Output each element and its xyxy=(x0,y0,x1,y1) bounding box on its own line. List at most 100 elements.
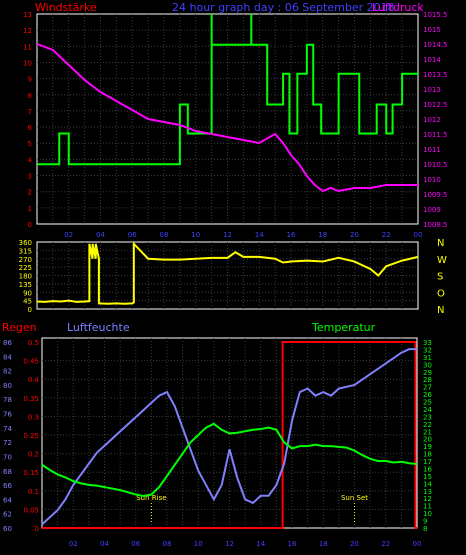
wind-tick-label: 6 xyxy=(28,124,33,132)
temperature-tick-label: 33 xyxy=(423,339,432,347)
wind-tick-label: 1 xyxy=(28,205,32,213)
wind-tick-label: 3 xyxy=(28,173,32,181)
temperature-tick-label: 14 xyxy=(423,480,432,488)
pressure-line xyxy=(36,43,418,193)
humidity-ticks: 60 62 64 66 68 70 72 74 76 78 80 82 84 86 xyxy=(3,339,12,533)
temperature-tick-label: 10 xyxy=(423,510,432,518)
temperature-tick-label: 9 xyxy=(423,518,427,526)
temperature-tick-label: 21 xyxy=(423,428,432,436)
wind-tick-label: 10 xyxy=(23,59,32,67)
rain-ticks: 0 0.05 0.1 0.15 0.2 0.25 0.3 0.35 0.4 0.45 0.5 xyxy=(23,339,39,533)
wind-direction-grid xyxy=(37,242,418,309)
rain-tick-label: 0.35 xyxy=(23,395,39,403)
x-tick-label: 10 xyxy=(191,231,200,239)
sun-annotations: Sun Rise Sun Set xyxy=(136,494,368,524)
humidity-tick-label: 66 xyxy=(3,482,12,490)
direction-tick-label: 315 xyxy=(19,247,32,255)
x-tick-label: 02 xyxy=(64,231,73,239)
humidity-tick-label: 64 xyxy=(3,496,12,504)
rain-tick-label: 0.5 xyxy=(28,339,39,347)
x-tick-label: 00 xyxy=(414,231,423,239)
pressure-tick-label: 1009.5 xyxy=(423,191,448,199)
x-tick-label: 14 xyxy=(255,231,264,239)
temperature-tick-label: 12 xyxy=(423,495,432,503)
rain-tick-label: 0.45 xyxy=(23,358,39,366)
chart-title: 24 hour graph day : 06 September 2018 xyxy=(172,1,395,14)
rain-tick-label: 0.4 xyxy=(28,376,40,384)
temperature-ticks: 8910111213141516171819202122232425262728… xyxy=(423,339,432,533)
pressure-tick-label: 1011 xyxy=(423,146,441,154)
x-tick-label: 08 xyxy=(160,231,169,239)
temperature-tick-label: 16 xyxy=(423,465,432,473)
rain-tick-label: 0.15 xyxy=(23,469,39,477)
pressure-tick-label: 1008.5 xyxy=(423,221,448,229)
wind-axis-label: Windstärke xyxy=(35,1,97,14)
pressure-tick-label: 1013 xyxy=(423,86,441,94)
direction-tick-label: 270 xyxy=(19,256,32,264)
humidity-tick-label: 74 xyxy=(3,425,12,433)
humidity-line xyxy=(41,348,417,526)
humidity-tick-label: 80 xyxy=(3,382,12,390)
pressure-tick-label: 1011.5 xyxy=(423,131,448,139)
temperature-tick-label: 25 xyxy=(423,399,432,407)
wind-tick-label: 0 xyxy=(28,221,32,229)
temperature-tick-label: 13 xyxy=(423,488,432,496)
temperature-tick-label: 26 xyxy=(423,391,432,399)
x-tick-label: 12 xyxy=(225,540,234,548)
temperature-tick-label: 29 xyxy=(423,369,432,377)
pressure-axis-label: Luftdruck xyxy=(372,1,424,14)
pressure-tick-label: 1014.5 xyxy=(423,41,448,49)
sun-label: Sun Set xyxy=(341,494,368,502)
rain-tick-label: 0.2 xyxy=(28,451,39,459)
rain-tick-label: 0 xyxy=(35,525,39,533)
humidity-tick-label: 78 xyxy=(3,396,12,404)
direction-tick-label: 360 xyxy=(19,239,32,247)
direction-tick-label: 180 xyxy=(19,273,32,281)
wind-tick-label: 11 xyxy=(23,43,32,51)
x-tick-label: 14 xyxy=(256,540,265,548)
rain-tick-label: 0.25 xyxy=(23,432,39,440)
x-tick-label: 20 xyxy=(350,231,359,239)
compass-label: O xyxy=(437,288,445,299)
sun-label: Sun Rise xyxy=(136,494,166,502)
temperature-tick-label: 32 xyxy=(423,346,432,354)
humidity-tick-label: 68 xyxy=(3,468,12,476)
temperature-tick-label: 17 xyxy=(423,458,432,466)
wind-tick-label: 4 xyxy=(28,156,33,164)
wind-tick-label: 2 xyxy=(28,189,32,197)
pressure-tick-label: 1009 xyxy=(423,206,441,214)
rain-tick-label: 0.3 xyxy=(28,413,39,421)
wind-tick-label: 7 xyxy=(28,108,32,116)
wind-tick-label: 13 xyxy=(23,11,32,19)
wind-tick-label: 5 xyxy=(28,140,32,148)
x-tick-label: 20 xyxy=(350,540,359,548)
x-ticks-top: 02 04 06 08 10 12 14 16 18 20 22 00 xyxy=(64,231,422,239)
wind-tick-label: 8 xyxy=(28,92,32,100)
direction-tick-label: 135 xyxy=(19,281,32,289)
humidity-axis-label: Luftfeuchte xyxy=(67,321,130,334)
direction-tick-label: 225 xyxy=(19,264,32,272)
humidity-tick-label: 62 xyxy=(3,511,12,519)
temperature-tick-label: 23 xyxy=(423,413,432,421)
direction-tick-label: 90 xyxy=(23,289,32,297)
humidity-tick-label: 70 xyxy=(3,453,12,461)
rain-axis-label: Regen xyxy=(2,321,37,334)
temperature-tick-label: 8 xyxy=(423,525,427,533)
x-tick-label: 10 xyxy=(194,540,203,548)
compass-label: S xyxy=(437,272,443,283)
wind-line xyxy=(37,14,418,166)
temperature-tick-label: 30 xyxy=(423,361,432,369)
x-tick-label: 22 xyxy=(382,231,391,239)
pressure-tick-label: 1010.5 xyxy=(423,161,448,169)
temperature-tick-label: 18 xyxy=(423,451,432,459)
humidity-tick-label: 76 xyxy=(3,411,12,419)
rain-tick-label: 0.1 xyxy=(28,488,39,496)
pressure-tick-label: 1015 xyxy=(423,26,441,34)
pressure-tick-label: 1012 xyxy=(423,116,441,124)
humidity-tick-label: 60 xyxy=(3,525,12,533)
humidity-tick-label: 82 xyxy=(3,368,12,376)
pressure-tick-label: 1012.5 xyxy=(423,101,448,109)
